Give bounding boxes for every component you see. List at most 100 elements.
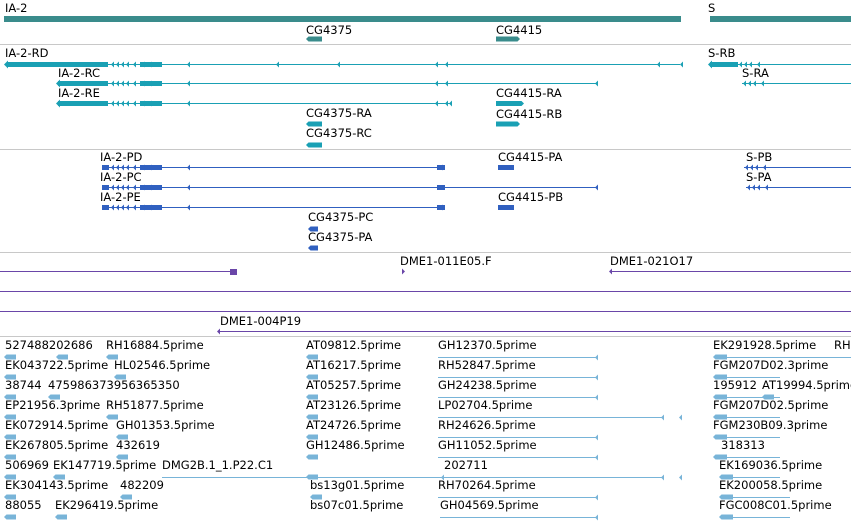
feature-label-gh11052-5prime[interactable]: GH11052.5prime [438, 438, 537, 452]
feature-label-cg4415-pa[interactable]: CG4415-PA [498, 150, 563, 164]
feature-label-gh12486-5prime[interactable]: GH12486.5prime [306, 438, 405, 452]
feature-label-hl02546-5prime[interactable]: HL02546.5prime [114, 358, 211, 372]
feature-label-s-ra[interactable]: S-RA [742, 66, 769, 80]
transcript-intron-arrow [111, 204, 114, 211]
transcript-exon [308, 245, 318, 251]
feature-label-at16217-5prime[interactable]: AT16217.5prime [306, 358, 402, 372]
feature-label-ek304143-5prime[interactable]: EK304143.5prime [5, 478, 109, 492]
feature-label-506969[interactable]: 506969 [5, 458, 49, 472]
feature-label-fgc008c01-5prime[interactable]: FGC008C01.5prime [719, 498, 832, 512]
feature-label-ia-2-re[interactable]: IA-2-RE [58, 86, 100, 100]
feature-label-dme1-011e05-f[interactable]: DME1-011E05.F [400, 254, 492, 268]
transcript-intron-arrow [744, 61, 747, 68]
transcript-intron-arrow [739, 61, 742, 68]
feature-label-at05257-5prime[interactable]: AT05257.5prime [306, 378, 402, 392]
feature-label-s-rb[interactable]: S-RB [708, 46, 736, 60]
feature-label-ek267805-5prime[interactable]: EK267805.5prime [5, 438, 109, 452]
feature-label-gh24238-5prime[interactable]: GH24238.5prime [438, 378, 537, 392]
transcript-intron-arrow [435, 80, 438, 87]
transcript-exon [498, 165, 514, 170]
feature-label-cg4415-ra[interactable]: CG4415-RA [496, 86, 562, 100]
feature-label-ek291928-5prime[interactable]: EK291928.5prime [713, 338, 817, 352]
feature-label-rh16884-5prime[interactable]: RH16884.5prime [106, 338, 204, 352]
feature-label-at09812-5prime[interactable]: AT09812.5prime [306, 338, 402, 352]
feature-label-ep21956-3prime[interactable]: EP21956.3prime [5, 398, 101, 412]
feature-label-cg4375[interactable]: CG4375 [306, 23, 353, 37]
feature-label-cg4415[interactable]: CG4415 [496, 23, 543, 37]
feature-label-ia-2-rd[interactable]: IA-2-RD [5, 46, 49, 60]
feature-label-fgm230b09-3prime[interactable]: FGM230B09.3prime [713, 418, 828, 432]
feature-label-482209[interactable]: 482209 [120, 478, 164, 492]
feature-label-ia-2-pc[interactable]: IA-2-PC [100, 170, 142, 184]
est-feature [713, 434, 727, 440]
transcript-intron-arrow [743, 80, 746, 87]
transcript-intron-arrow [121, 204, 124, 211]
feature-label-88055[interactable]: 88055 [5, 498, 42, 512]
feature-label-fgm207d02-3prime[interactable]: FGM207D02.3prime [713, 358, 829, 372]
feature-label-527488202686[interactable]: 527488202686 [5, 338, 93, 352]
feature-label-ek200058-5prime[interactable]: EK200058.5prime [719, 478, 823, 492]
est-feature [713, 454, 727, 460]
feature-label-dmg2b-1-1-p22-c1[interactable]: DMG2B.1_1.P22.C1 [162, 458, 274, 472]
est-feature [114, 374, 126, 380]
feature-label-cg4375-pc[interactable]: CG4375-PC [308, 210, 374, 224]
feature-label-ek147719-5prime[interactable]: EK147719.5prime [53, 458, 157, 472]
feature-label-gh12370-5prime[interactable]: GH12370.5prime [438, 338, 537, 352]
feature-label-lp02704-5prime[interactable]: LP02704.5prime [438, 398, 533, 412]
est-feature [106, 414, 118, 420]
feature-label-195912[interactable]: 195912 [713, 378, 757, 392]
feature-label-cg4375-pa[interactable]: CG4375-PA [308, 230, 373, 244]
feature-label-ia-2-pd[interactable]: IA-2-PD [100, 150, 143, 164]
transcript-exon [496, 121, 520, 127]
est-end-arrow [661, 414, 664, 421]
est-feature [306, 394, 318, 400]
feature-label-at23126-5prime[interactable]: AT23126.5prime [306, 398, 402, 412]
feature-label-at19994-5prime[interactable]: AT19994.5prime [762, 378, 851, 392]
feature-label-318313[interactable]: 318313 [721, 438, 765, 452]
feature-label-s-pb[interactable]: S-PB [746, 150, 773, 164]
transcript-intron-arrow [435, 100, 438, 107]
feature-label-dme1-004p19[interactable]: DME1-004P19 [220, 314, 302, 328]
feature-label-38744[interactable]: 38744 [5, 378, 42, 392]
feature-label-rh51877-5prime[interactable]: RH51877.5prime [106, 398, 204, 412]
transcript-intron-arrow [757, 61, 760, 68]
transcript-intron-arrow [126, 184, 129, 191]
feature-label-202711[interactable]: 202711 [444, 458, 488, 472]
feature-label-dme1-021o17[interactable]: DME1-021O17 [610, 254, 694, 268]
feature-label-bs13g01-5prime[interactable]: bs13g01.5prime [310, 478, 405, 492]
transcript-exon [58, 101, 108, 106]
feature-label-475986373956365350[interactable]: 475986373956365350 [48, 378, 180, 392]
feature-label-ek043722-5prime[interactable]: EK043722.5prime [5, 358, 109, 372]
transcript-exon [514, 101, 524, 106]
transcript-intron-arrow [111, 184, 114, 191]
feature-label-gh04569-5prime[interactable]: GH04569.5prime [440, 498, 539, 512]
transcript-intron-arrow [133, 204, 136, 211]
feature-label-cg4415-pb[interactable]: CG4415-PB [498, 190, 564, 204]
feature-label-at24726-5prime[interactable]: AT24726.5prime [306, 418, 402, 432]
transcript-intron-arrow [337, 61, 340, 68]
feature-label-rh70264-5prime[interactable]: RH70264.5prime [438, 478, 536, 492]
feature-label-gh01353-5prime[interactable]: GH01353.5prime [116, 418, 215, 432]
feature-label-ia-2-pe[interactable]: IA-2-PE [100, 190, 141, 204]
feature-label-cg4415-rb[interactable]: CG4415-RB [496, 107, 563, 121]
feature-label-rh24626-5prime[interactable]: RH24626.5prime [438, 418, 536, 432]
feature-label-ia-2[interactable]: IA-2 [5, 1, 28, 15]
feature-label-rh[interactable]: RH [834, 338, 851, 352]
feature-label-432619[interactable]: 432619 [116, 438, 160, 452]
feature-label-ek072914-5prime[interactable]: EK072914.5prime [5, 418, 109, 432]
feature-label-bs07c01-5prime[interactable]: bs07c01.5prime [310, 498, 404, 512]
feature-label-rh52847-5prime[interactable]: RH52847.5prime [438, 358, 536, 372]
transcript-intron-arrow [142, 80, 145, 87]
transcript-intron-arrow [149, 80, 152, 87]
feature-label-cg4375-ra[interactable]: CG4375-RA [306, 106, 372, 120]
feature-label-ek169036-5prime[interactable]: EK169036.5prime [719, 458, 823, 472]
est-end-arrow [679, 474, 682, 481]
feature-label-fgm207d02-5prime[interactable]: FGM207D02.5prime [713, 398, 829, 412]
feature-label-ia-2-rc[interactable]: IA-2-RC [58, 66, 101, 80]
feature-label-cg4375-rc[interactable]: CG4375-RC [306, 126, 372, 140]
feature-label-s-pa[interactable]: S-PA [746, 170, 772, 184]
feature-label-s[interactable]: S [708, 1, 716, 15]
transcript-start-arrow [708, 60, 712, 69]
feature-label-ek296419-5prime[interactable]: EK296419.5prime [55, 498, 159, 512]
